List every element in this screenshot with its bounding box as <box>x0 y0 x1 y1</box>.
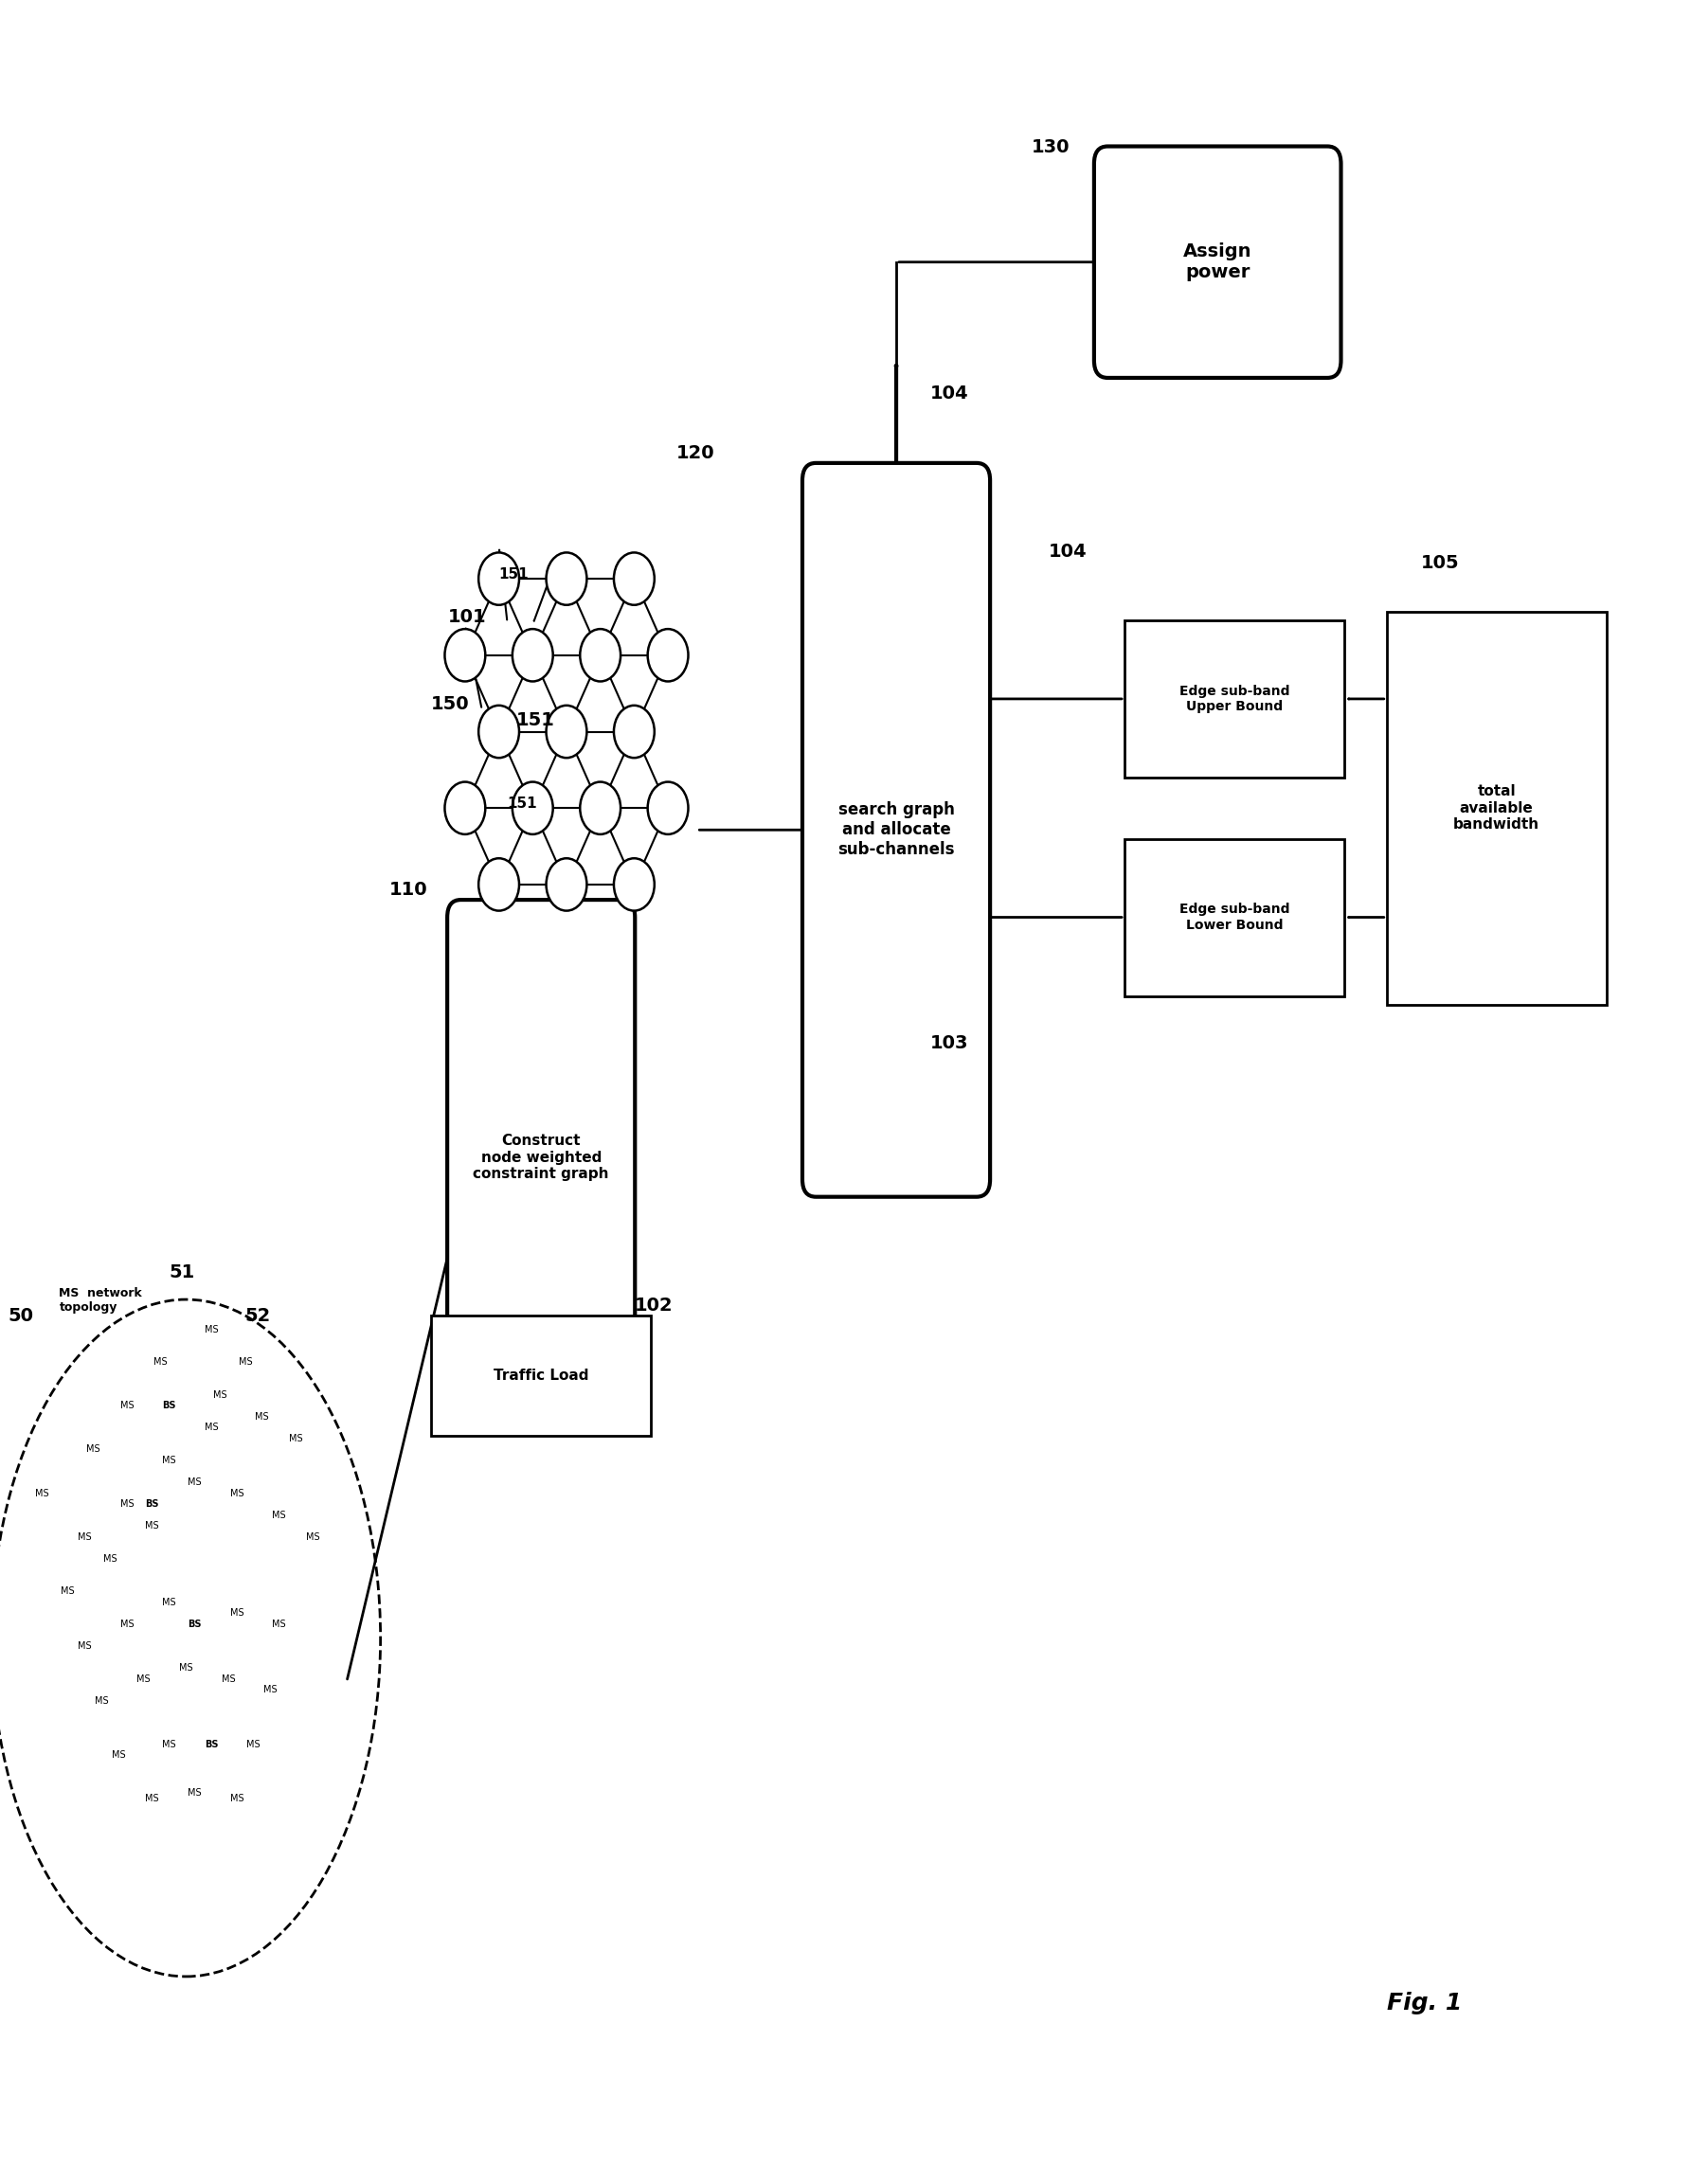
Text: 52: 52 <box>245 1306 271 1326</box>
Text: MS: MS <box>238 1358 252 1367</box>
Text: 50: 50 <box>8 1306 34 1326</box>
Text: MS: MS <box>272 1621 286 1629</box>
Circle shape <box>445 782 485 834</box>
FancyBboxPatch shape <box>803 463 991 1197</box>
Text: MS: MS <box>103 1555 117 1564</box>
Text: MS: MS <box>120 1621 134 1629</box>
Text: 105: 105 <box>1420 553 1459 572</box>
Circle shape <box>614 553 654 605</box>
Text: MS: MS <box>145 1522 159 1531</box>
Text: MS: MS <box>36 1489 49 1498</box>
Circle shape <box>580 782 621 834</box>
Text: MS: MS <box>61 1588 74 1597</box>
Circle shape <box>479 858 519 911</box>
Text: MS: MS <box>272 1511 286 1520</box>
Bar <box>431 1315 651 1437</box>
Circle shape <box>614 705 654 758</box>
Bar <box>1387 612 1606 1005</box>
Text: MS: MS <box>264 1686 277 1695</box>
Text: search graph
and allocate
sub-channels: search graph and allocate sub-channels <box>837 802 955 858</box>
Circle shape <box>512 629 553 681</box>
Text: Edge sub-band
Upper Bound: Edge sub-band Upper Bound <box>1179 684 1290 714</box>
Text: 104: 104 <box>1048 542 1087 561</box>
Text: MS: MS <box>230 1610 244 1618</box>
Text: Fig. 1: Fig. 1 <box>1387 1992 1461 2014</box>
Text: 151: 151 <box>507 797 538 810</box>
Text: MS: MS <box>247 1741 260 1749</box>
Text: MS: MS <box>137 1675 150 1684</box>
Text: MS: MS <box>86 1446 100 1455</box>
Text: BS: BS <box>205 1741 218 1749</box>
Text: MS: MS <box>145 1795 159 1804</box>
Bar <box>1125 839 1344 996</box>
Text: BS: BS <box>145 1500 159 1509</box>
Text: 104: 104 <box>930 384 969 402</box>
Text: MS: MS <box>306 1533 320 1542</box>
Text: MS: MS <box>162 1457 176 1465</box>
Text: MS: MS <box>95 1697 108 1706</box>
FancyBboxPatch shape <box>1094 146 1341 378</box>
Circle shape <box>512 782 553 834</box>
Text: 103: 103 <box>930 1033 969 1053</box>
Text: 150: 150 <box>431 695 470 714</box>
Text: 102: 102 <box>634 1295 673 1315</box>
Circle shape <box>614 858 654 911</box>
Text: MS: MS <box>78 1642 91 1651</box>
Text: MS: MS <box>78 1533 91 1542</box>
Circle shape <box>546 553 587 605</box>
Text: 120: 120 <box>676 443 715 463</box>
Text: MS: MS <box>289 1435 303 1444</box>
Text: 151: 151 <box>516 710 555 729</box>
Text: MS: MS <box>188 1789 201 1797</box>
Text: MS: MS <box>213 1391 227 1400</box>
Text: MS: MS <box>154 1358 167 1367</box>
Circle shape <box>580 629 621 681</box>
Text: MS: MS <box>120 1402 134 1411</box>
Text: total
available
bandwidth: total available bandwidth <box>1453 784 1541 832</box>
Text: MS: MS <box>205 1326 218 1334</box>
Text: MS  network
topology: MS network topology <box>59 1286 142 1313</box>
Circle shape <box>445 629 485 681</box>
Text: MS: MS <box>205 1424 218 1433</box>
Circle shape <box>546 705 587 758</box>
Text: Assign
power: Assign power <box>1184 242 1251 282</box>
Text: MS: MS <box>255 1413 269 1422</box>
Text: Construct
node weighted
constraint graph: Construct node weighted constraint graph <box>473 1133 609 1182</box>
Bar <box>1125 620 1344 778</box>
Circle shape <box>546 858 587 911</box>
Text: 151: 151 <box>499 568 529 581</box>
Text: 101: 101 <box>448 607 487 627</box>
Circle shape <box>479 705 519 758</box>
Text: MS: MS <box>112 1752 125 1760</box>
Text: BS: BS <box>162 1402 176 1411</box>
Text: MS: MS <box>222 1675 235 1684</box>
Circle shape <box>648 629 688 681</box>
Text: MS: MS <box>230 1795 244 1804</box>
Circle shape <box>479 553 519 605</box>
Text: Traffic Load: Traffic Load <box>494 1369 588 1382</box>
Text: MS: MS <box>120 1500 134 1509</box>
Text: 51: 51 <box>169 1262 194 1282</box>
Circle shape <box>648 782 688 834</box>
Text: MS: MS <box>162 1741 176 1749</box>
Text: MS: MS <box>230 1489 244 1498</box>
Text: MS: MS <box>162 1599 176 1607</box>
Text: Edge sub-band
Lower Bound: Edge sub-band Lower Bound <box>1179 902 1290 933</box>
FancyBboxPatch shape <box>448 900 636 1415</box>
Text: 130: 130 <box>1032 138 1070 157</box>
Text: 110: 110 <box>389 880 428 900</box>
Text: MS: MS <box>179 1664 193 1673</box>
Text: BS: BS <box>188 1621 201 1629</box>
Text: MS: MS <box>188 1479 201 1487</box>
